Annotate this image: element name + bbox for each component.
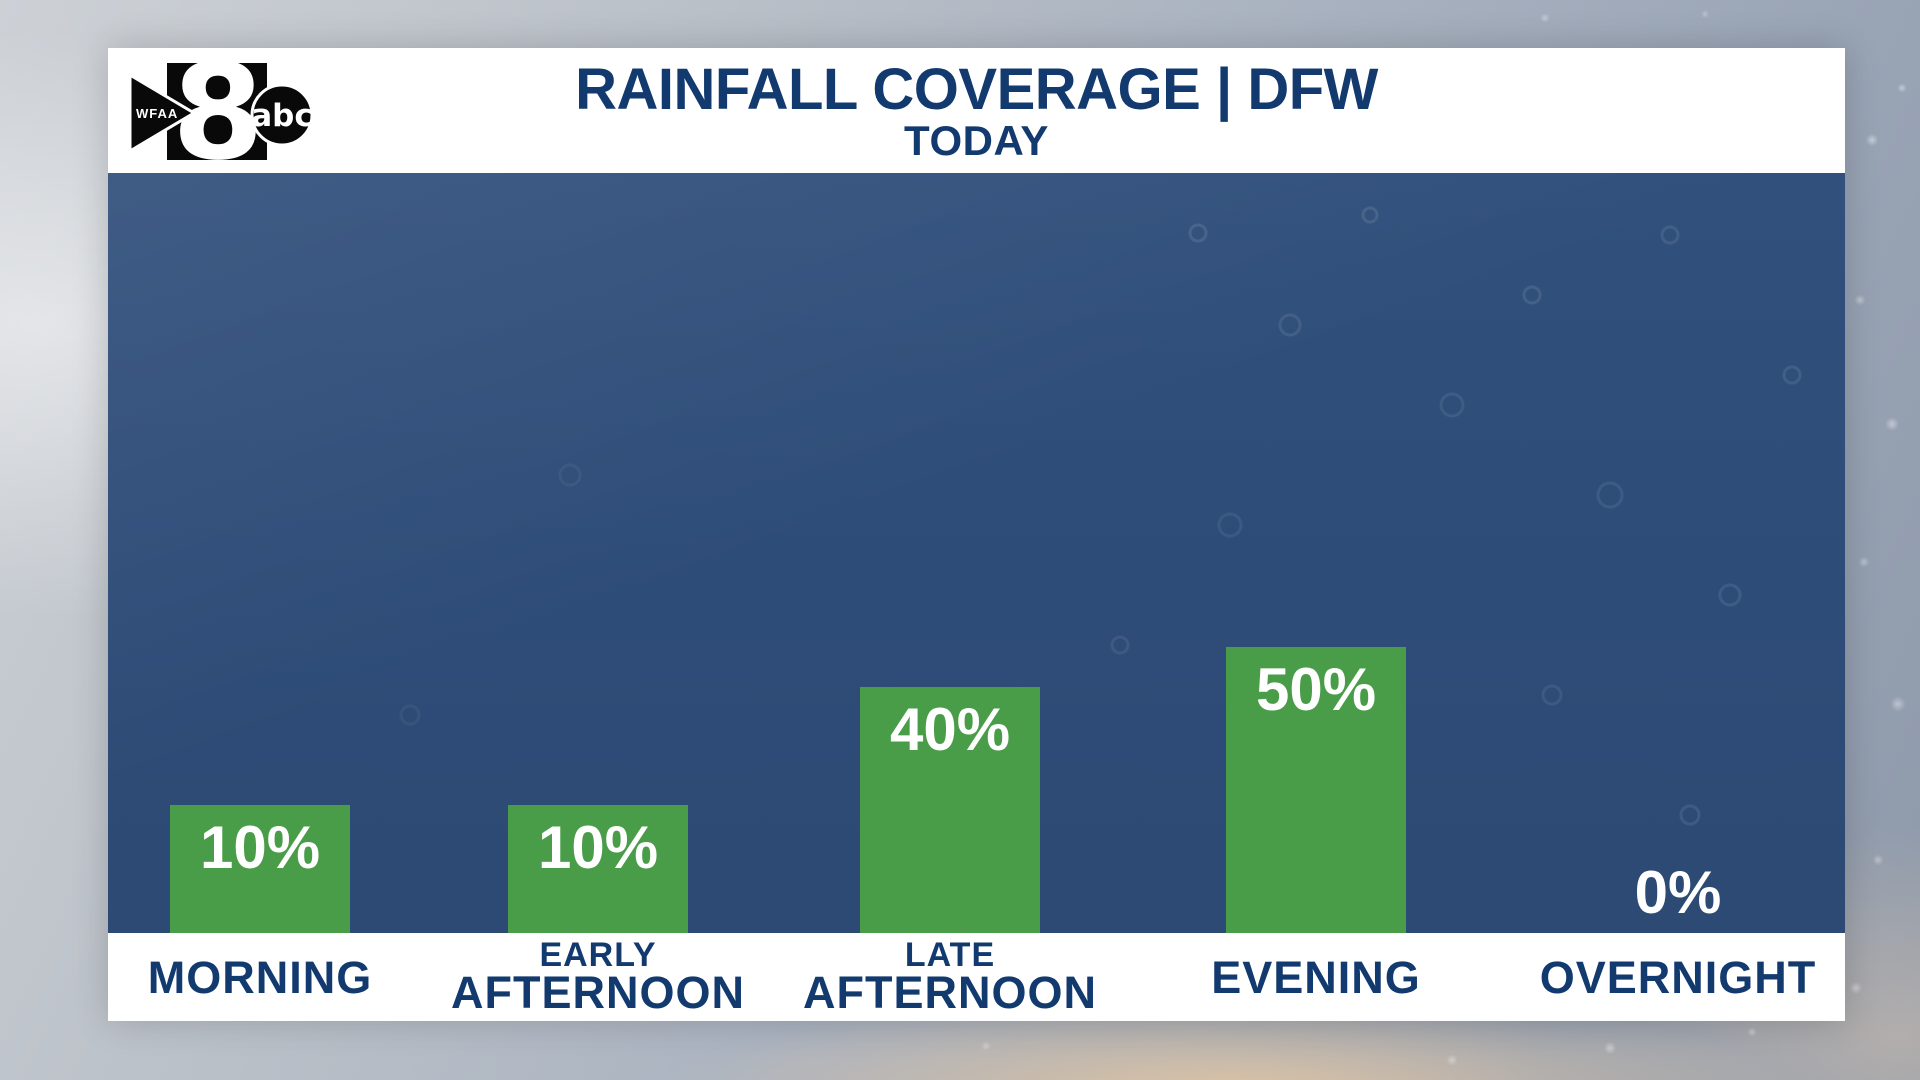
axis-label-overnight: OVERNIGHT bbox=[1488, 933, 1845, 1021]
category-axis: MORNING EARLY AFTERNOON LATE AFTERNOON EVENIN… bbox=[108, 933, 1845, 1021]
bar-value-label-evening: 50% bbox=[1255, 656, 1377, 723]
logo-triangle-icon bbox=[128, 71, 197, 154]
axis-label-late-afternoon: LATE AFTERNOON bbox=[760, 933, 1140, 1021]
bar-morning: 10% bbox=[170, 805, 350, 933]
logo-network-name: abc bbox=[251, 98, 313, 134]
axis-label-evening: EVENING bbox=[1126, 933, 1506, 1021]
bar-late-afternoon: 40% bbox=[860, 687, 1040, 933]
bar-value-label-early-afternoon: 10% bbox=[537, 814, 659, 881]
page-subtitle: TODAY bbox=[904, 116, 1049, 164]
axis-label-line: MORNING bbox=[147, 951, 373, 1003]
axis-label-line: EARLY bbox=[539, 936, 657, 974]
axis-label-morning: MORNING bbox=[108, 933, 450, 1021]
weather-graphic-panel: 8 WFAA abc RAINFALL COVERAGE | DFW TODAY… bbox=[108, 48, 1845, 1021]
axis-label-early-afternoon: EARLY AFTERNOON bbox=[408, 933, 788, 1021]
axis-label-line: OVERNIGHT bbox=[1539, 951, 1817, 1003]
axis-label-line: EVENING bbox=[1211, 951, 1421, 1003]
graphic-header: 8 WFAA abc RAINFALL COVERAGE | DFW TODAY bbox=[108, 48, 1845, 173]
page-title: RAINFALL COVERAGE | DFW bbox=[575, 56, 1378, 122]
logo-station-call-letters: WFAA bbox=[136, 106, 178, 121]
bar-chart-plot-area: 10% 10% 40% 50% 0% bbox=[108, 173, 1845, 933]
wfaa-8-abc-logo: 8 WFAA abc bbox=[128, 55, 314, 167]
logo-network-badge bbox=[250, 83, 314, 146]
bar-evening: 50% bbox=[1226, 647, 1406, 933]
axis-label-line: AFTERNOON bbox=[451, 967, 745, 1018]
bar-value-label-morning: 10% bbox=[199, 814, 321, 881]
bar-value-label-late-afternoon: 40% bbox=[889, 696, 1011, 763]
bar-early-afternoon: 10% bbox=[508, 805, 688, 933]
bar-value-label-overnight: 0% bbox=[1634, 859, 1722, 926]
axis-label-line: LATE bbox=[904, 936, 996, 974]
axis-label-line: AFTERNOON bbox=[803, 967, 1097, 1018]
